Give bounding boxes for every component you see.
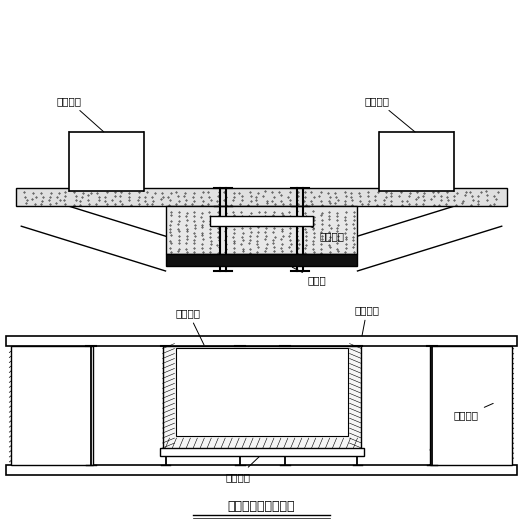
Bar [210, 216, 313, 226]
Text: 悬吊系统: 悬吊系统 [176, 308, 204, 345]
Bar [16, 189, 507, 207]
Text: 配重水箱: 配重水箱 [56, 96, 104, 132]
Text: 承重梁: 承重梁 [292, 267, 326, 285]
Bar [176, 348, 348, 436]
Text: 底模系统: 底模系统 [225, 456, 260, 482]
Polygon shape [430, 346, 511, 465]
Bar [160, 448, 365, 456]
Bar [6, 336, 517, 346]
Text: 中跨合拢吊架示意图: 中跨合拢吊架示意图 [228, 500, 295, 513]
Bar [165, 254, 358, 266]
Bar [165, 207, 358, 254]
Text: 内模系统: 内模系统 [213, 384, 259, 401]
Bar [379, 132, 454, 191]
Text: 承重横梁: 承重横梁 [355, 305, 380, 336]
Bar [69, 132, 144, 191]
Bar [163, 346, 361, 450]
Polygon shape [12, 346, 93, 465]
Text: 劲性骨架: 劲性骨架 [305, 224, 345, 241]
Text: 配重水箱: 配重水箱 [365, 96, 415, 132]
Text: 外模系统: 外模系统 [454, 404, 493, 420]
Bar [6, 465, 517, 475]
